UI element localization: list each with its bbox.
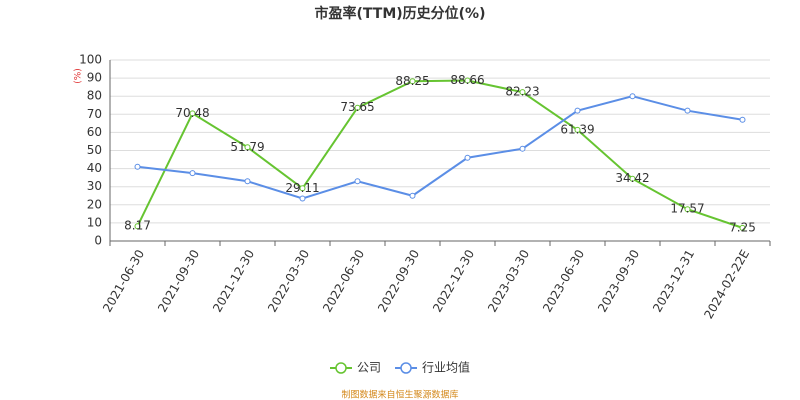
x-tick-label: 2022-03-30 bbox=[265, 247, 312, 314]
data-point bbox=[189, 170, 196, 177]
data-point bbox=[464, 77, 471, 84]
data-label: 7.25 bbox=[729, 220, 756, 234]
x-tick-label: 2023-06-30 bbox=[540, 247, 587, 314]
data-point bbox=[244, 144, 251, 151]
x-tick-label: 2023-12-31 bbox=[650, 247, 697, 314]
data-label: 17.57 bbox=[670, 202, 704, 216]
data-point bbox=[134, 223, 141, 230]
x-tick-label: 2021-09-30 bbox=[155, 247, 202, 314]
data-point bbox=[409, 192, 416, 199]
data-point bbox=[354, 104, 361, 111]
data-label: 88.25 bbox=[395, 74, 429, 88]
y-unit: (%) bbox=[74, 68, 84, 84]
series-line bbox=[137, 95, 743, 200]
data-point bbox=[189, 110, 196, 117]
y-tick-label: 60 bbox=[87, 125, 102, 139]
x-tick-label: 2022-06-30 bbox=[320, 247, 367, 314]
x-tick-label: 2022-09-30 bbox=[375, 247, 422, 314]
y-tick-label: 90 bbox=[87, 71, 102, 85]
data-point bbox=[244, 178, 251, 185]
data-point bbox=[519, 89, 526, 96]
data-point bbox=[409, 78, 416, 85]
y-tick-label: 20 bbox=[87, 197, 102, 211]
legend-marker bbox=[400, 362, 412, 374]
x-tick-label: 2021-06-30 bbox=[100, 247, 147, 314]
y-tick-label: 0 bbox=[94, 234, 102, 248]
data-point bbox=[629, 175, 636, 182]
data-point bbox=[354, 178, 361, 185]
legend-marker bbox=[335, 362, 347, 374]
y-tick-label: 80 bbox=[87, 89, 102, 103]
x-tick-label: 2023-03-30 bbox=[485, 247, 532, 314]
data-point bbox=[574, 126, 581, 133]
data-label: 51.79 bbox=[230, 140, 264, 154]
y-tick-label: 30 bbox=[87, 179, 102, 193]
data-label: 88.66 bbox=[450, 73, 484, 87]
x-tick-label: 2022-12-30 bbox=[430, 247, 477, 314]
x-tick-label: 2023-09-30 bbox=[595, 247, 642, 314]
x-tick-label: 2021-12-30 bbox=[210, 247, 257, 314]
data-label: 8.17 bbox=[124, 219, 151, 233]
data-label: 34.42 bbox=[615, 171, 649, 185]
data-label: 61.39 bbox=[560, 122, 594, 136]
data-point bbox=[684, 206, 691, 213]
y-tick-label: 70 bbox=[87, 107, 102, 121]
y-tick-label: 50 bbox=[87, 143, 102, 157]
data-point bbox=[739, 116, 746, 123]
data-point bbox=[299, 185, 306, 192]
data-label: 82.23 bbox=[505, 85, 539, 99]
y-tick-label: 40 bbox=[87, 161, 102, 175]
chart-title: 市盈率(TTM)历史分位(%) bbox=[315, 5, 486, 22]
source-note: 制图数据来自恒生聚源数据库 bbox=[341, 389, 458, 400]
legend-label: 公司 bbox=[357, 361, 381, 375]
x-tick-label: 2024-02-22E bbox=[701, 247, 752, 321]
data-point bbox=[299, 195, 306, 202]
legend-label: 行业均值 bbox=[422, 360, 470, 375]
data-point bbox=[739, 224, 746, 231]
y-tick-label: 10 bbox=[87, 215, 102, 229]
data-point bbox=[684, 107, 691, 114]
data-label: 29.11 bbox=[285, 181, 319, 195]
y-tick-label: 100 bbox=[79, 53, 102, 67]
series-line bbox=[136, 79, 743, 229]
data-point bbox=[464, 154, 471, 161]
data-point bbox=[134, 163, 141, 170]
data-label: 70.48 bbox=[175, 106, 209, 120]
data-point bbox=[574, 107, 581, 114]
data-label: 73.65 bbox=[340, 100, 374, 114]
data-point bbox=[519, 145, 526, 152]
data-point bbox=[629, 93, 636, 100]
